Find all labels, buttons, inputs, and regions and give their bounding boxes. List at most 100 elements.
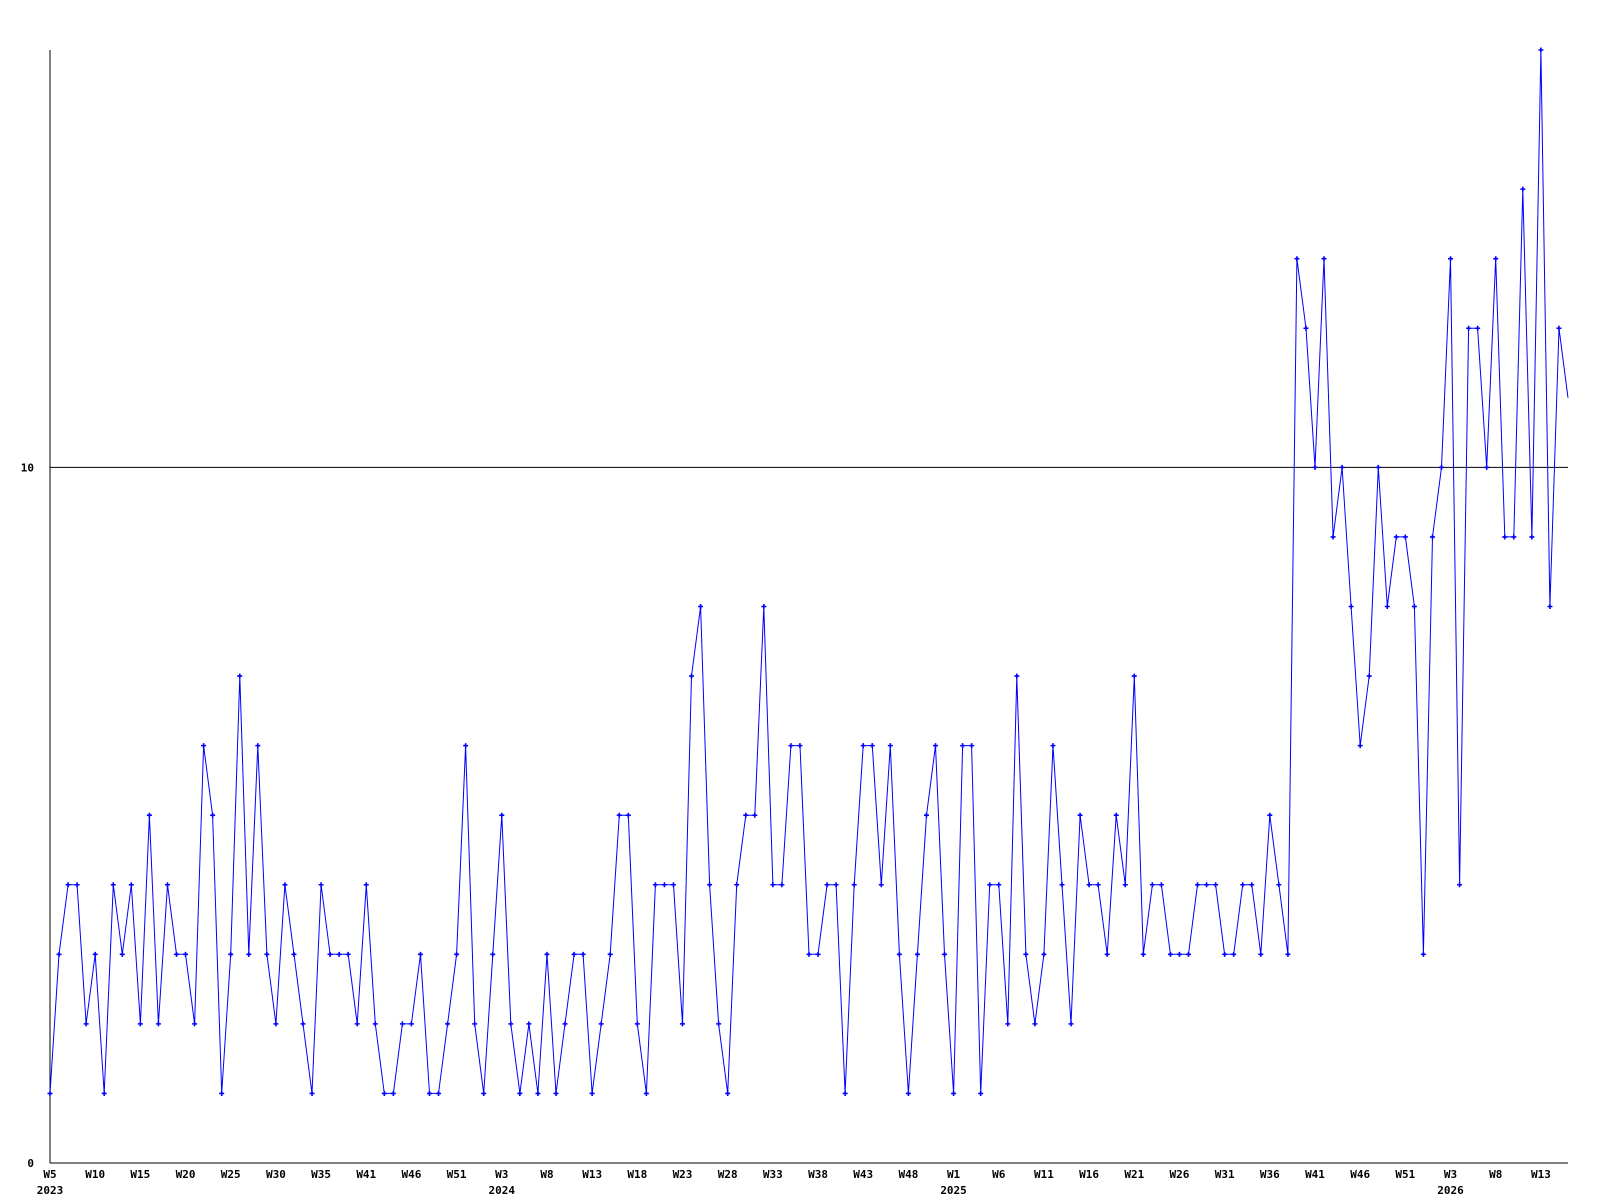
data-point xyxy=(327,951,333,957)
data-point xyxy=(237,673,243,679)
data-point xyxy=(399,1021,405,1027)
data-point xyxy=(1375,464,1381,470)
data-point xyxy=(589,1090,595,1096)
x-tick-labels: W5 2023 W10 W15 W20 W25 W30 W35 W41 W46 W51 W3 2024 W… xyxy=(37,1168,1551,1197)
data-point xyxy=(74,882,80,888)
data-point xyxy=(680,1021,685,1027)
data-point xyxy=(1411,604,1417,609)
x-tick-label: W33 xyxy=(763,1168,783,1181)
data-point xyxy=(707,882,713,888)
data-point xyxy=(1484,464,1490,470)
data-point xyxy=(896,951,902,957)
data-point xyxy=(643,1090,649,1096)
data-point xyxy=(1493,256,1499,262)
data-point xyxy=(1077,812,1083,818)
data-point xyxy=(1511,534,1517,540)
data-point xyxy=(408,1021,414,1027)
data-point xyxy=(788,743,794,749)
data-point xyxy=(345,951,351,957)
x-tick-label: W35 xyxy=(311,1168,331,1181)
data-point xyxy=(1186,951,1191,957)
data-point xyxy=(1267,812,1273,818)
data-point xyxy=(1059,882,1065,888)
x-tick-label: W13 xyxy=(1531,1168,1551,1181)
data-point xyxy=(824,882,830,888)
x-tick-label: W41 xyxy=(1305,1168,1325,1181)
data-point xyxy=(634,1021,640,1027)
data-point xyxy=(526,1021,532,1027)
data-point xyxy=(1104,951,1110,957)
data-point xyxy=(183,951,189,957)
data-point xyxy=(436,1090,442,1096)
data-point xyxy=(978,1090,984,1096)
data-point xyxy=(1556,325,1562,331)
x-tick-label: W43 xyxy=(853,1168,873,1181)
data-point xyxy=(670,882,676,888)
data-point xyxy=(390,1090,396,1096)
x-tick-label: W25 xyxy=(221,1168,241,1181)
x-tick-label: W13 xyxy=(582,1168,602,1181)
data-point xyxy=(571,951,577,957)
data-point xyxy=(1448,256,1454,262)
data-point xyxy=(761,604,767,609)
data-point xyxy=(128,882,134,888)
data-point xyxy=(815,951,821,957)
series xyxy=(47,47,1569,1096)
data-point xyxy=(743,812,749,818)
data-point xyxy=(905,1090,911,1096)
data-point xyxy=(1222,951,1228,957)
data-point xyxy=(833,882,839,888)
data-point xyxy=(1258,951,1264,957)
data-point xyxy=(1312,464,1318,470)
data-point xyxy=(155,1021,161,1027)
data-point xyxy=(1529,534,1535,540)
data-point xyxy=(1167,951,1173,957)
data-point xyxy=(598,1021,604,1027)
data-point xyxy=(1005,1021,1011,1027)
data-point xyxy=(336,951,342,957)
x-tick-label: W51 xyxy=(1395,1168,1415,1181)
x-tick-label: W30 xyxy=(266,1168,286,1181)
data-point xyxy=(481,1090,487,1096)
x-year-label: 2023 xyxy=(37,1184,64,1197)
data-point xyxy=(47,1090,53,1096)
series-line xyxy=(49,49,1569,1094)
data-point xyxy=(1429,534,1435,540)
data-point xyxy=(933,743,938,749)
x-year-label: 2026 xyxy=(1437,1184,1464,1197)
data-point xyxy=(1149,882,1155,888)
data-point xyxy=(951,1090,957,1096)
x-tick-label: W46 xyxy=(1350,1168,1370,1181)
data-point xyxy=(987,882,993,888)
data-point xyxy=(1348,604,1354,609)
x-tick-label: W8 xyxy=(540,1168,553,1181)
data-point xyxy=(1520,186,1526,192)
data-point xyxy=(472,1021,478,1027)
data-point xyxy=(92,951,98,957)
x-tick-label: W51 xyxy=(447,1168,467,1181)
data-point xyxy=(146,812,152,818)
x-tick-label: W1 xyxy=(947,1168,961,1181)
data-point xyxy=(1176,951,1182,957)
data-point xyxy=(282,882,288,888)
data-point xyxy=(716,1021,722,1027)
data-point xyxy=(842,1090,848,1096)
data-point xyxy=(1384,604,1390,609)
data-point xyxy=(562,1021,568,1027)
data-point xyxy=(363,882,369,888)
y-tick-labels: 0 10 xyxy=(21,461,34,1170)
data-point xyxy=(454,951,460,957)
x-tick-label: W36 xyxy=(1260,1168,1280,1181)
data-point xyxy=(616,812,622,818)
data-point xyxy=(56,951,62,957)
data-point xyxy=(770,882,776,888)
x-tick-label: W5 xyxy=(43,1168,56,1181)
data-point xyxy=(517,1090,523,1096)
data-point xyxy=(996,882,1002,888)
data-point xyxy=(969,743,975,749)
x-tick-label: W10 xyxy=(85,1168,105,1181)
x-tick-label: W23 xyxy=(673,1168,693,1181)
data-point xyxy=(544,951,550,957)
x-tick-label: W31 xyxy=(1215,1168,1235,1181)
data-point xyxy=(273,1021,279,1027)
